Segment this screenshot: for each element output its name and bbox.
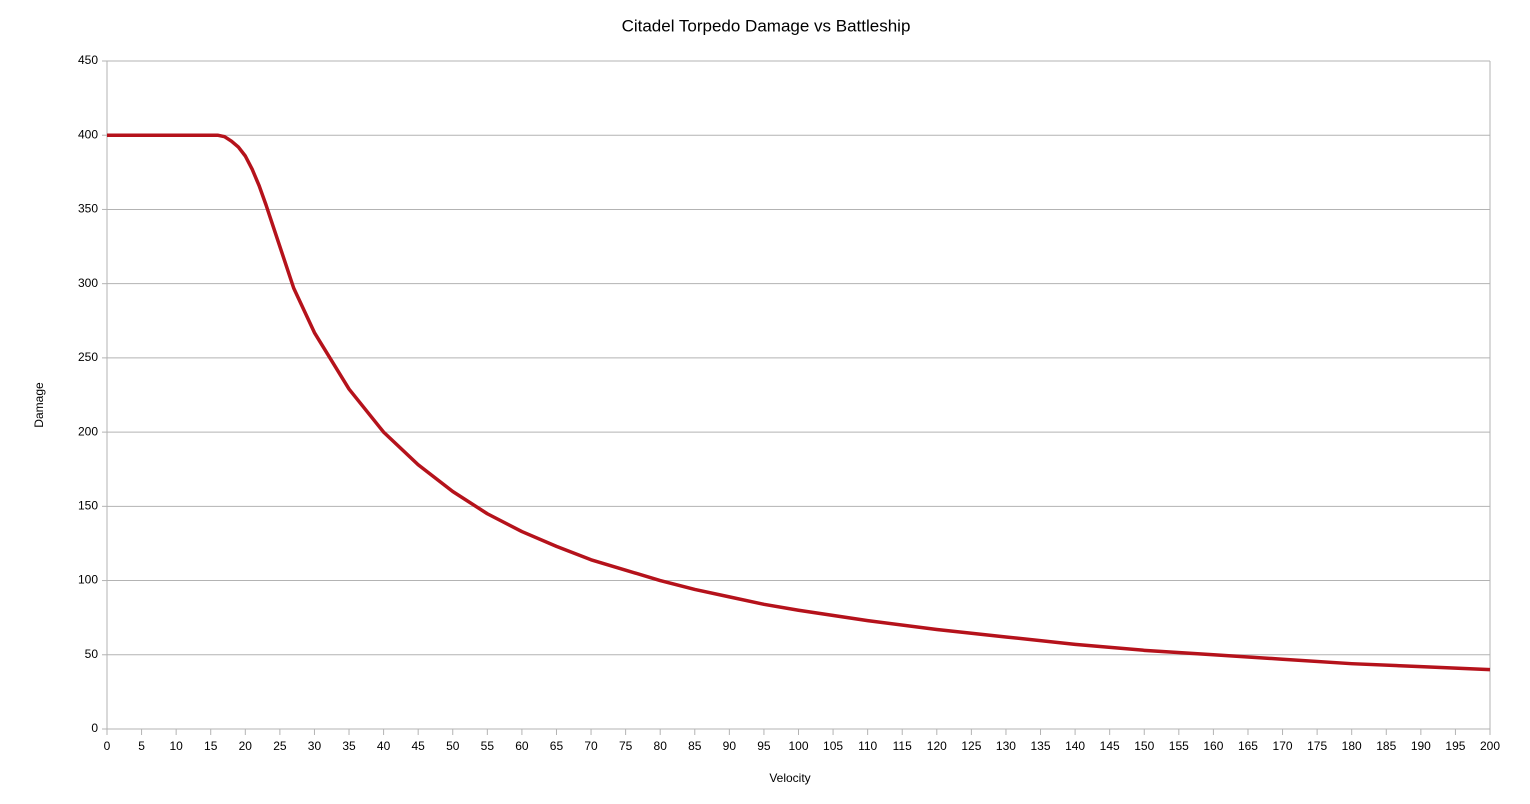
x-tick-label: 105 — [823, 739, 843, 753]
x-axis-label: Velocity — [769, 771, 810, 785]
x-tick-label: 130 — [996, 739, 1016, 753]
data-line — [107, 133, 1491, 672]
x-tick-label: 170 — [1273, 739, 1293, 753]
x-tick-label: 80 — [654, 739, 668, 753]
x-tick-label: 155 — [1169, 739, 1189, 753]
x-tick-label: 65 — [550, 739, 564, 753]
x-tick-label: 120 — [927, 739, 947, 753]
x-tick-label: 85 — [688, 739, 702, 753]
x-tick-label: 145 — [1100, 739, 1120, 753]
y-tick-label: 150 — [78, 499, 98, 513]
x-tick-label: 165 — [1238, 739, 1258, 753]
x-tick-label: 190 — [1411, 739, 1431, 753]
x-tick-label: 90 — [723, 739, 737, 753]
x-tick-label: 45 — [411, 739, 425, 753]
x-tick-label: 115 — [893, 739, 912, 753]
x-tick-label: 10 — [169, 739, 183, 753]
x-tick-label: 25 — [273, 739, 287, 753]
y-tick-label: 400 — [78, 127, 98, 141]
x-tick-label: 5 — [138, 739, 145, 753]
chart-title: Citadel Torpedo Damage vs Battleship — [622, 16, 911, 35]
x-tick-label: 160 — [1203, 739, 1223, 753]
x-tick-label: 40 — [377, 739, 391, 753]
x-tick-label: 125 — [961, 739, 981, 753]
x-tick-label: 185 — [1376, 739, 1396, 753]
x-tick-label: 20 — [239, 739, 253, 753]
x-tick-label: 60 — [515, 739, 529, 753]
x-tick-label: 150 — [1134, 739, 1154, 753]
y-tick-label: 300 — [78, 276, 98, 290]
x-tick-label: 175 — [1307, 739, 1327, 753]
x-tick-label: 55 — [481, 739, 495, 753]
x-tick-label: 30 — [308, 739, 322, 753]
x-tick-label: 50 — [446, 739, 460, 753]
x-tick-label: 180 — [1342, 739, 1362, 753]
y-tick-label: 200 — [78, 424, 98, 438]
x-tick-label: 15 — [204, 739, 218, 753]
x-tick-label: 195 — [1445, 739, 1465, 753]
y-tick-label: 350 — [78, 202, 98, 216]
x-tick-label: 135 — [1031, 739, 1051, 753]
x-tick-label: 200 — [1480, 739, 1500, 753]
x-tick-label: 0 — [104, 739, 111, 753]
x-tick-label: 140 — [1065, 739, 1085, 753]
x-tick-label: 75 — [619, 739, 633, 753]
x-tick-label: 70 — [584, 739, 598, 753]
y-axis-label: Damage — [32, 382, 46, 428]
y-tick-label: 50 — [85, 647, 99, 661]
y-tick-label: 450 — [78, 53, 98, 67]
y-tick-label: 250 — [78, 350, 98, 364]
x-tick-label: 95 — [757, 739, 771, 753]
y-tick-label: 0 — [91, 721, 98, 735]
x-tick-label: 110 — [858, 739, 877, 753]
x-tick-label: 35 — [342, 739, 356, 753]
x-tick-label: 100 — [788, 739, 808, 753]
y-tick-label: 100 — [78, 573, 98, 587]
